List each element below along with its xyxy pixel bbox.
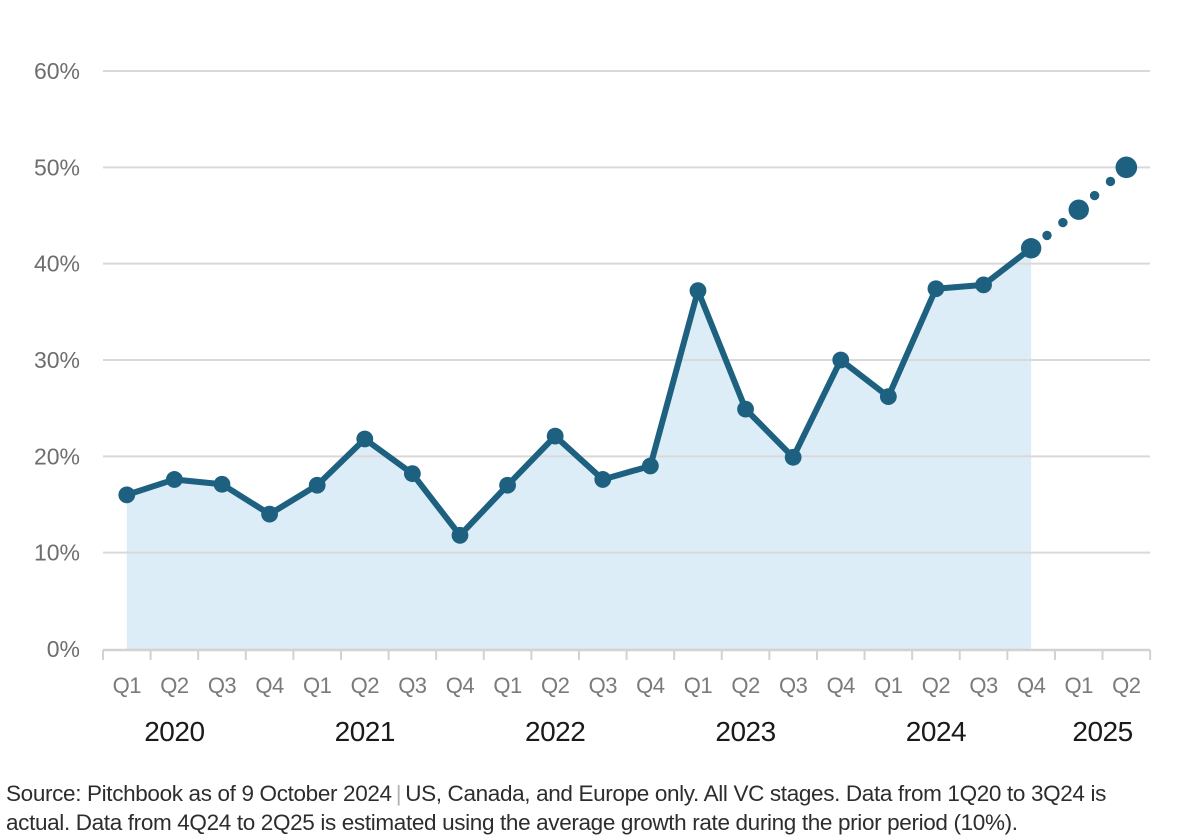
area-fill <box>126 248 1032 649</box>
x-axis-quarter-label: Q4 <box>1017 673 1046 698</box>
data-point-marker <box>118 486 136 504</box>
x-axis-quarter-label: Q1 <box>493 673 522 698</box>
data-point-marker <box>308 476 326 494</box>
chart-area: 0% 10% 20% 30% 40% 50% 60% Q1 Q2 Q3 Q4 Q1 Q2 Q3 Q4 Q1 Q2… <box>34 58 1152 747</box>
data-point-marker <box>1020 238 1042 259</box>
x-axis-quarter-label: Q1 <box>113 673 142 698</box>
data-point-marker <box>213 475 231 493</box>
x-axis-quarter-label: Q2 <box>731 673 760 698</box>
data-point-marker <box>641 457 659 475</box>
y-axis-tick-label: 50% <box>34 154 80 180</box>
x-axis-year-label: 2023 <box>715 716 775 747</box>
forecast-dot <box>1105 176 1116 187</box>
forecast-dot <box>1089 190 1100 201</box>
x-axis-quarter-label: Q3 <box>398 673 427 698</box>
x-axis-quarter-label: Q4 <box>636 673 665 698</box>
x-axis-quarter-label: Q2 <box>160 673 189 698</box>
source-note: Source: Pitchbook as of 9 October 2024 | U… <box>6 779 1196 837</box>
forecast-dot <box>1042 230 1052 241</box>
x-axis-quarter-label: Q3 <box>589 673 618 698</box>
data-point-marker <box>451 526 469 544</box>
x-axis-quarter-label: Q1 <box>874 673 903 698</box>
x-axis-quarter-label: Q2 <box>922 673 951 698</box>
x-axis-quarter-label: Q2 <box>351 673 380 698</box>
trend-line <box>123 245 1035 539</box>
data-point-marker <box>165 471 183 488</box>
x-axis-quarter-label: Q3 <box>208 673 237 698</box>
source-note-text2: US, Canada, and Europe only. All VC stag… <box>405 781 1107 806</box>
y-axis-tick-label: 30% <box>34 347 80 373</box>
source-note-line2: actual. Data from 4Q24 to 2Q25 is estima… <box>6 810 1018 835</box>
data-point-marker <box>784 448 802 466</box>
data-point-marker <box>1115 156 1138 179</box>
y-axis-tick-label: 40% <box>34 251 80 277</box>
data-point-marker <box>261 505 278 523</box>
y-axis-tick-label: 10% <box>34 540 80 566</box>
data-point-marker <box>832 351 850 369</box>
x-axis-quarter-label: Q4 <box>827 673 856 698</box>
x-axis-quarter-label: Q4 <box>446 673 475 698</box>
x-axis-quarter-label: Q3 <box>969 673 998 698</box>
data-point-marker <box>927 280 945 298</box>
data-point-marker <box>689 282 707 300</box>
y-axis-tick-label: 0% <box>47 636 80 662</box>
data-point-marker <box>975 276 992 294</box>
data-point-marker <box>499 476 516 494</box>
x-axis-year-label: 2021 <box>335 716 395 747</box>
data-point-marker <box>1068 199 1089 220</box>
x-axis-quarter-label: Q4 <box>255 673 284 698</box>
x-axis-year-label: 2020 <box>144 716 204 747</box>
data-point-marker <box>879 388 897 406</box>
chart-svg: 0% 10% 20% 30% 40% 50% 60% Q1 Q2 Q3 Q4 Q1 Q2 Q3 Q4 Q1 Q2… <box>34 58 1152 747</box>
x-axis-quarter-label: Q2 <box>541 673 570 698</box>
x-axis-year-label: 2025 <box>1072 716 1132 747</box>
source-note-separator: | <box>395 781 402 806</box>
forecast-dot <box>1058 217 1068 228</box>
y-axis-tick-label: 60% <box>34 58 80 84</box>
source-note-text: Source: Pitchbook as of 9 October 2024 <box>6 781 392 806</box>
x-axis-quarter-label: Q1 <box>684 673 713 698</box>
data-point-marker <box>403 465 421 483</box>
x-axis-quarter-label: Q3 <box>779 673 808 698</box>
y-axis-tick-label: 20% <box>34 443 80 469</box>
data-point-marker <box>356 430 374 448</box>
data-point-marker <box>594 471 612 488</box>
x-axis-year-label: 2024 <box>906 716 966 747</box>
data-point-marker <box>737 400 754 418</box>
data-point-marker <box>546 427 564 445</box>
x-axis-quarter-label: Q1 <box>1065 673 1094 698</box>
source-note-line1: Source: Pitchbook as of 9 October 2024 | U… <box>6 779 1196 808</box>
x-axis-year-label: 2022 <box>525 716 585 747</box>
x-axis-quarter-label: Q1 <box>303 673 332 698</box>
x-axis-quarter-label: Q2 <box>1112 673 1141 698</box>
